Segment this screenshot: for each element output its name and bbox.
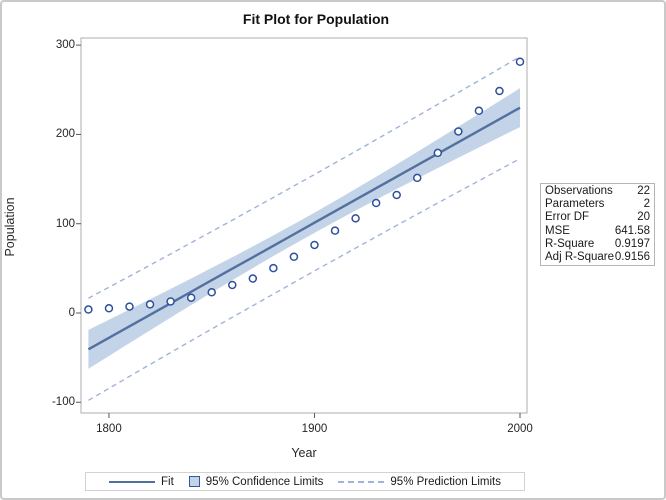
fit-line — [87, 106, 521, 351]
fit-line-swatch-icon — [109, 480, 155, 483]
y-axis-title: Population — [3, 197, 17, 257]
stats-row: R-Square 0.9197 — [545, 238, 650, 251]
stats-row-label: Observations — [545, 185, 613, 198]
legend-item-fit: Fit — [109, 476, 174, 488]
scatter-point — [330, 226, 340, 235]
legend-label-fit: Fit — [161, 475, 174, 488]
y-tick-label: -100 — [51, 396, 75, 409]
stats-row: MSE 641.58 — [545, 225, 650, 238]
scatter-point — [495, 86, 504, 96]
prediction-lower-line — [88, 158, 521, 401]
stats-row-label: Parameters — [545, 198, 605, 211]
y-tick-label: 200 — [55, 128, 75, 141]
stats-row-label: R-Square — [545, 237, 595, 250]
stats-row-value: 0.9197 — [614, 237, 650, 250]
scatter-point — [104, 304, 114, 313]
scatter-point — [166, 297, 175, 306]
scatter-point — [371, 198, 381, 208]
scatter-point — [289, 252, 299, 261]
scatter-point — [454, 127, 463, 136]
scatter-point — [412, 173, 422, 183]
y-tick-label: 0 — [68, 307, 75, 319]
stats-row-label: MSE — [545, 224, 570, 237]
x-tick-label: 1800 — [96, 423, 122, 435]
scatter-point — [186, 293, 196, 302]
legend: Fit 95% Confidence Limits 95% Prediction… — [85, 472, 525, 491]
x-tick-label: 2000 — [507, 423, 533, 435]
legend-label-prediction: 95% Prediction Limits — [390, 475, 501, 488]
prediction-upper-line — [88, 56, 521, 299]
y-tick-label: 100 — [55, 217, 75, 230]
scatter-point — [248, 274, 258, 283]
chart-title: Fit Plot for Population — [242, 11, 390, 27]
scatter-point — [228, 280, 237, 290]
confidence-band-swatch-icon — [188, 476, 200, 487]
legend-item-confidence: 95% Confidence Limits — [188, 475, 324, 488]
stats-row-label: Error DF — [545, 211, 590, 224]
y-tick-label: 300 — [55, 39, 75, 52]
stats-row-value: 20 — [637, 211, 650, 224]
stats-row-value: 22 — [637, 185, 650, 198]
fit-statistics-table: Observations 22 Parameters 2 Error DF 20 MSE 64… — [540, 183, 655, 266]
scatter-point — [392, 190, 401, 200]
x-tick-label: 1900 — [301, 423, 328, 435]
scatter-point — [269, 263, 278, 273]
plot-frame — [80, 37, 528, 414]
legend-item-prediction: 95% Prediction Limits — [338, 476, 501, 488]
stats-row: Error DF 20 — [545, 211, 650, 224]
scatter-point — [125, 302, 134, 311]
stats-row-value: 2 — [643, 198, 650, 211]
stats-row-value: 641.58 — [614, 224, 650, 237]
scatter-point — [351, 214, 360, 223]
stats-row-value: 0.9156 — [614, 250, 650, 263]
stats-row-label: Adj R-Square — [545, 250, 615, 263]
legend-label-confidence: 95% Confidence Limits — [205, 475, 324, 488]
scatter-point — [207, 288, 216, 297]
scatter-point — [145, 300, 155, 309]
x-axis-title: Year — [291, 446, 317, 460]
scatter-point — [474, 106, 484, 116]
scatter-point — [515, 57, 525, 66]
scatter-point — [310, 240, 319, 250]
scatter-point — [433, 148, 443, 158]
stats-row: Observations 22 — [545, 185, 650, 198]
prediction-line-swatch-icon — [338, 480, 385, 483]
scatter-point — [84, 305, 93, 314]
stats-row: Adj R-Square 0.9156 — [545, 251, 650, 264]
stats-row: Parameters 2 — [545, 198, 650, 211]
